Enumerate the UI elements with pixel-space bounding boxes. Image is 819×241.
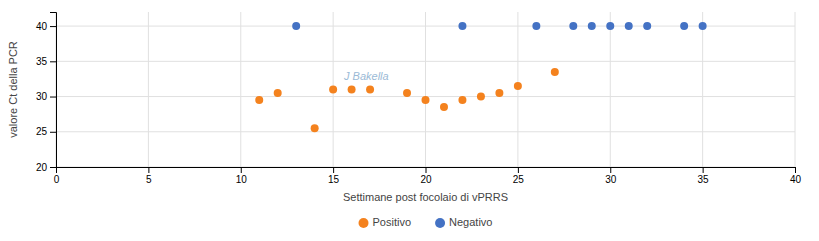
point — [366, 86, 374, 94]
y-tick: 30 — [36, 91, 56, 102]
y-tick: 35 — [36, 56, 56, 67]
point — [292, 22, 300, 30]
y-grid-line — [56, 61, 795, 62]
x-tick-label: 30 — [605, 174, 617, 185]
x-tick-label: 35 — [698, 174, 710, 185]
legend-item: Negativo — [435, 216, 492, 228]
point — [532, 22, 540, 30]
point — [403, 89, 411, 97]
point — [680, 22, 688, 30]
x-tick-mark — [148, 167, 149, 173]
y-axis-line — [50, 13, 57, 168]
y-tick: 40 — [36, 21, 56, 32]
x-tick-label: 40 — [790, 174, 802, 185]
x-tick-mark — [795, 167, 796, 173]
series — [292, 22, 706, 30]
point — [551, 68, 559, 76]
x-grid-line — [795, 12, 796, 167]
x-tick-mark — [610, 167, 611, 173]
point — [422, 96, 430, 104]
x-tick: 25 — [513, 167, 525, 185]
x-grid-line — [425, 12, 426, 167]
point — [329, 86, 337, 94]
marks — [255, 22, 706, 132]
x-tick-label: 5 — [146, 174, 152, 185]
x-tick-mark — [241, 167, 242, 173]
x-tick-label: 10 — [236, 174, 248, 185]
legend-label: Negativo — [449, 216, 492, 228]
x-grid-line — [240, 12, 241, 167]
point — [458, 22, 466, 30]
x-tick: 20 — [420, 167, 432, 185]
point — [514, 82, 522, 90]
y-tick-label: 40 — [36, 21, 48, 32]
x-tick: 15 — [328, 167, 340, 185]
x-axis-title: Settimane post focolaio di vPRRS — [343, 191, 508, 203]
x-tick: 35 — [698, 167, 710, 185]
y-tick-mark — [50, 132, 56, 133]
grid — [56, 12, 795, 167]
y-grid-line — [56, 131, 795, 132]
x-axis: 0 5 10 15 20 25 30 35 40 — [54, 167, 802, 185]
x-tick: 0 — [54, 167, 60, 185]
y-tick-label: 25 — [36, 126, 48, 137]
point — [477, 93, 485, 101]
annotation: J Bakella — [343, 70, 389, 82]
plot: 0 5 10 15 20 25 30 35 40 20 25 30 35 40 J Bakella — [36, 12, 802, 185]
y-tick-mark — [50, 97, 56, 98]
legend-item: Positivo — [359, 216, 412, 228]
point — [643, 22, 651, 30]
point — [495, 89, 503, 97]
y-tick-label: 30 — [36, 91, 48, 102]
x-tick-label: 15 — [328, 174, 340, 185]
legend-marker — [435, 218, 445, 228]
y-tick-mark — [50, 167, 56, 168]
point — [625, 22, 633, 30]
point — [606, 22, 614, 30]
y-tick-mark — [50, 61, 56, 62]
y-axis: 20 25 30 35 40 — [36, 13, 57, 173]
point — [274, 89, 282, 97]
x-tick: 5 — [146, 167, 152, 185]
x-tick: 40 — [790, 167, 802, 185]
point — [348, 86, 356, 94]
x-tick-mark — [518, 167, 519, 173]
legend-label: Positivo — [373, 216, 412, 228]
point — [699, 22, 707, 30]
x-grid-line — [610, 12, 611, 167]
point — [255, 96, 263, 104]
x-grid-line — [702, 12, 703, 167]
y-tick-label: 35 — [36, 56, 48, 67]
y-tick: 20 — [36, 162, 56, 173]
x-tick-mark — [703, 167, 704, 173]
point — [458, 96, 466, 104]
x-grid-line — [148, 12, 149, 167]
legend-marker — [359, 218, 369, 228]
y-tick-label: 20 — [36, 162, 48, 173]
x-tick-mark — [426, 167, 427, 173]
x-tick-label: 0 — [54, 174, 60, 185]
point — [588, 22, 596, 30]
point — [440, 103, 448, 111]
x-tick-label: 25 — [513, 174, 525, 185]
x-tick-label: 20 — [420, 174, 432, 185]
x-axis-line — [57, 168, 796, 174]
legend: Positivo Negativo — [359, 216, 493, 228]
series — [255, 68, 559, 132]
x-tick: 10 — [236, 167, 248, 185]
y-axis-title: valore Ct della PCR — [7, 41, 19, 138]
point — [569, 22, 577, 30]
y-tick: 25 — [36, 126, 56, 137]
x-tick: 30 — [605, 167, 617, 185]
x-tick-mark — [333, 167, 334, 173]
point — [311, 124, 319, 132]
chart: 0 5 10 15 20 25 30 35 40 20 25 30 35 40 J Bakella Setti… — [0, 0, 819, 241]
y-tick-mark — [50, 26, 56, 27]
